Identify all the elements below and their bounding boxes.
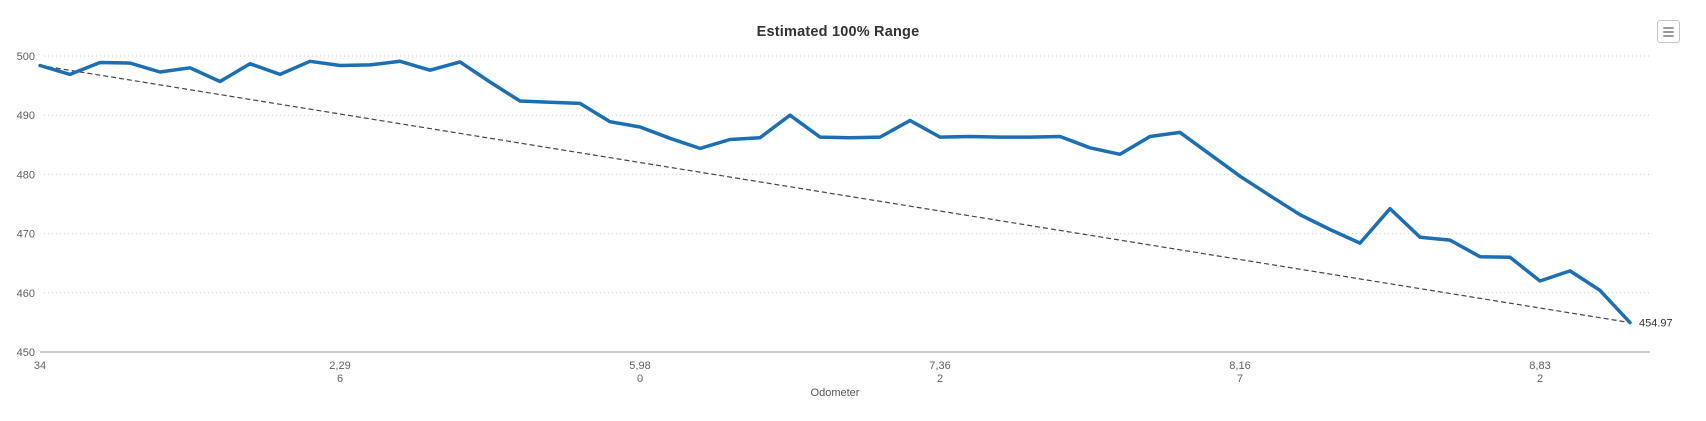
trend-end-label: 454.97 [1639, 318, 1673, 330]
y-axis-label: 450 [17, 347, 35, 359]
x-axis-title: Odometer [811, 387, 860, 399]
x-axis-label: 7,36 2 [929, 360, 950, 385]
y-axis-label: 500 [17, 51, 35, 63]
y-axis-label: 480 [17, 169, 35, 181]
chart-title: Estimated 100% Range [756, 24, 920, 40]
chart-context-menu-button[interactable] [1657, 20, 1680, 43]
x-axis-label: 8,83 2 [1529, 360, 1550, 385]
x-axis-label: 34 [34, 360, 46, 372]
x-axis-label: 5,98 0 [629, 360, 650, 385]
y-axis-label: 470 [17, 229, 35, 241]
x-axis-label: 8,16 7 [1229, 360, 1250, 385]
y-axis-label: 490 [17, 110, 35, 122]
hamburger-menu-icon [1663, 26, 1674, 37]
x-axis-label: 2,29 6 [329, 360, 350, 385]
series-line [38, 59, 1632, 325]
trend-line [39, 64, 1631, 324]
y-axis-label: 460 [17, 288, 35, 300]
